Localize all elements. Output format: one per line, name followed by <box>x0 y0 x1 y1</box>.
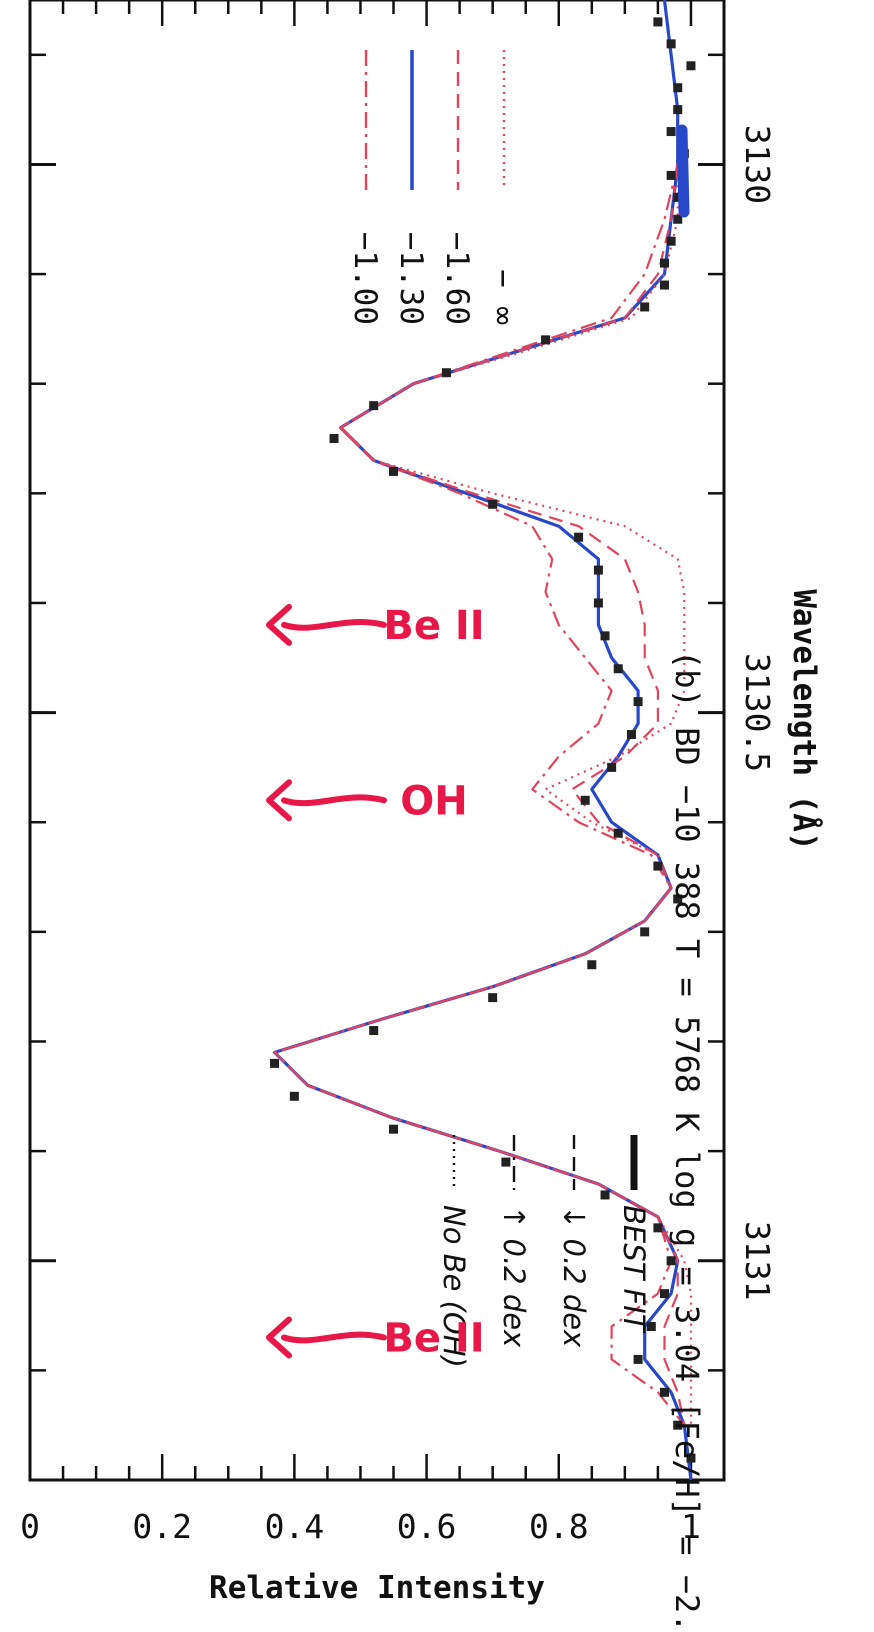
series-line <box>273 164 686 1426</box>
plot-frame <box>28 0 726 1482</box>
data-point <box>633 1354 643 1364</box>
data-point <box>289 1091 299 1101</box>
data-point <box>673 83 683 93</box>
y-axis-ticks: 0 0.2 0.4 0.6 0.8 1 <box>20 0 726 1546</box>
annotation-arrow-shaft <box>281 1331 387 1344</box>
data-point <box>626 730 636 740</box>
data-point <box>653 861 663 871</box>
y-tick-label: 0.4 <box>265 1507 325 1546</box>
data-point <box>686 61 696 71</box>
data-point <box>574 532 584 542</box>
data-point <box>686 1453 696 1463</box>
line-annotations: Be II OH Be II <box>266 603 485 1361</box>
data-point <box>270 1058 280 1068</box>
data-point <box>640 302 650 312</box>
handwritten-legend: BEST FIT ↓ 0.2 dex ↑ 0.2 dex No Be (OH) <box>437 1135 651 1368</box>
data-point <box>613 828 623 838</box>
model-curves <box>273 0 693 1481</box>
data-point <box>600 631 610 641</box>
annotation-arrow-head <box>266 1316 292 1359</box>
blue-underline-mark <box>676 124 690 218</box>
y-axis-label: Relative Intensity <box>209 1570 545 1606</box>
data-point <box>666 170 676 180</box>
data-point <box>600 1190 610 1200</box>
star-parameters: (b) BD −10 388 T = 5768 K log g = 3.04 [… <box>668 650 706 1627</box>
data-point <box>660 1289 670 1299</box>
data-point <box>541 335 551 345</box>
data-point <box>666 127 676 137</box>
annotation-label: Be II <box>383 603 484 649</box>
hand-legend-label: No Be (OH) <box>437 1205 471 1368</box>
annotation-label: OH <box>400 778 467 824</box>
series-line <box>273 164 686 1426</box>
data-point <box>488 499 498 509</box>
data-point <box>580 795 590 805</box>
data-point <box>640 927 650 937</box>
data-point <box>369 1026 379 1036</box>
legend-label: −1.60 <box>439 232 475 325</box>
annotation-arrow-head <box>266 779 292 822</box>
annotation-label: Be II <box>383 1315 484 1361</box>
y-tick-label: 1 <box>681 1507 701 1546</box>
data-point <box>369 401 379 411</box>
data-point <box>660 258 670 268</box>
data-point <box>593 598 603 608</box>
data-point <box>329 434 339 444</box>
y-tick-label: 0.2 <box>132 1507 192 1546</box>
data-point <box>389 466 399 476</box>
data-point <box>441 368 451 378</box>
data-point <box>660 1387 670 1397</box>
data-point <box>673 894 683 904</box>
data-point <box>613 664 623 674</box>
y-top-label: 0 <box>4 0 24 2</box>
data-point <box>653 17 663 27</box>
hand-legend-label: ↑ 0.2 dex <box>497 1205 531 1348</box>
data-point <box>666 39 676 49</box>
data-point <box>389 1124 399 1134</box>
data-point <box>673 1420 683 1430</box>
observed-points <box>270 17 696 1463</box>
data-point <box>488 993 498 1003</box>
data-point <box>587 960 597 970</box>
y-tick-label: 0.6 <box>397 1507 457 1546</box>
data-point <box>660 280 670 290</box>
data-point <box>666 1256 676 1266</box>
data-point <box>593 565 603 575</box>
data-point <box>653 1223 663 1233</box>
x-tick-label: 3131 <box>738 1221 777 1300</box>
x-axis-label: Wavelength (Å) <box>786 589 823 850</box>
data-point <box>673 214 683 224</box>
data-point <box>501 1157 511 1167</box>
annotation-arrow-head <box>266 603 292 646</box>
data-point <box>666 236 676 246</box>
data-point <box>633 697 643 707</box>
data-point <box>646 1322 656 1332</box>
hand-legend-label: ↓ 0.2 dex <box>557 1205 591 1348</box>
annotation-arrow-shaft <box>281 619 387 631</box>
data-point <box>607 762 617 772</box>
hand-legend-label: BEST FIT <box>617 1205 651 1334</box>
annotation-arrow-shaft <box>281 794 387 807</box>
y-tick-label: 0.8 <box>529 1507 589 1546</box>
legend-label: −1.00 <box>347 232 383 325</box>
x-tick-label: 3130 <box>738 125 777 204</box>
x-tick-label: 3130.5 <box>738 653 777 772</box>
printed-legend: − ∞ −1.60 −1.30 −1.00 <box>347 50 521 325</box>
legend-label: − ∞ <box>485 269 521 325</box>
y-tick-label: 0 <box>20 1507 40 1546</box>
data-point <box>673 105 683 115</box>
x-axis-ticks: 3130 3130.5 3131 <box>30 53 777 1482</box>
legend-label: −1.30 <box>393 232 429 325</box>
